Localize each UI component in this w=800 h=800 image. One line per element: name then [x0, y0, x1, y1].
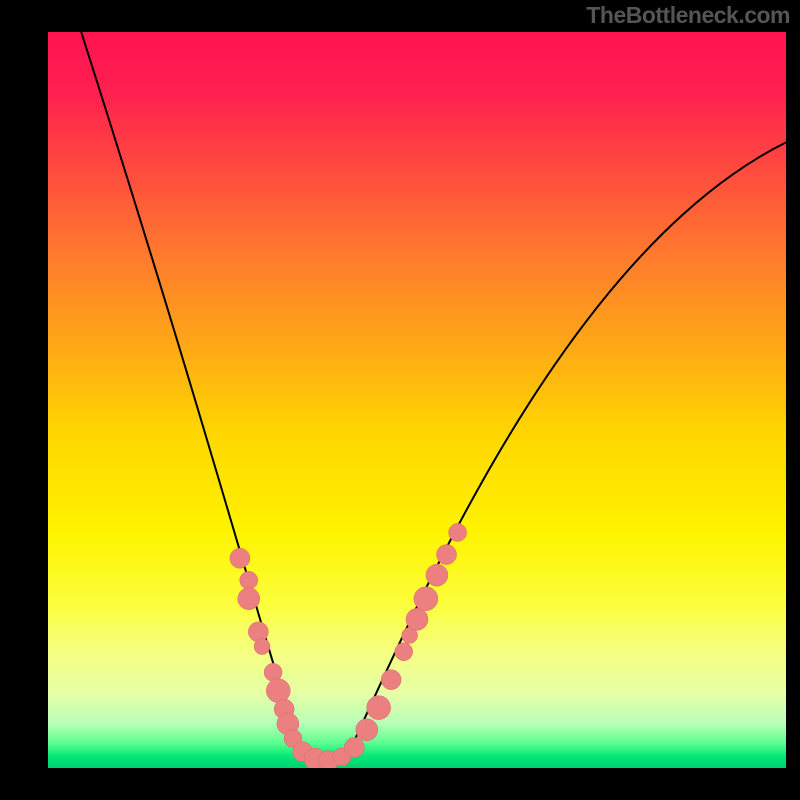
watermark-text: TheBottleneck.com — [586, 2, 790, 29]
curve-layer — [48, 32, 786, 768]
scatter-point — [238, 588, 260, 610]
scatter-point — [426, 564, 448, 586]
scatter-point — [230, 548, 250, 568]
scatter-point — [254, 639, 270, 655]
scatter-point — [406, 608, 428, 630]
scatter-point — [381, 670, 401, 690]
scatter-point — [414, 587, 438, 611]
scatter-point — [248, 622, 268, 642]
plot-area — [48, 32, 786, 768]
chart-frame: TheBottleneck.com — [0, 0, 800, 800]
scatter-point — [437, 545, 457, 565]
scatter-point — [344, 737, 364, 757]
scatter-point — [240, 571, 258, 589]
scatter-point — [449, 523, 467, 541]
scatter-point — [395, 643, 413, 661]
bottleneck-curve — [81, 32, 786, 766]
scatter-point — [266, 679, 290, 703]
scatter-point — [356, 719, 378, 741]
scatter-point — [367, 696, 391, 720]
